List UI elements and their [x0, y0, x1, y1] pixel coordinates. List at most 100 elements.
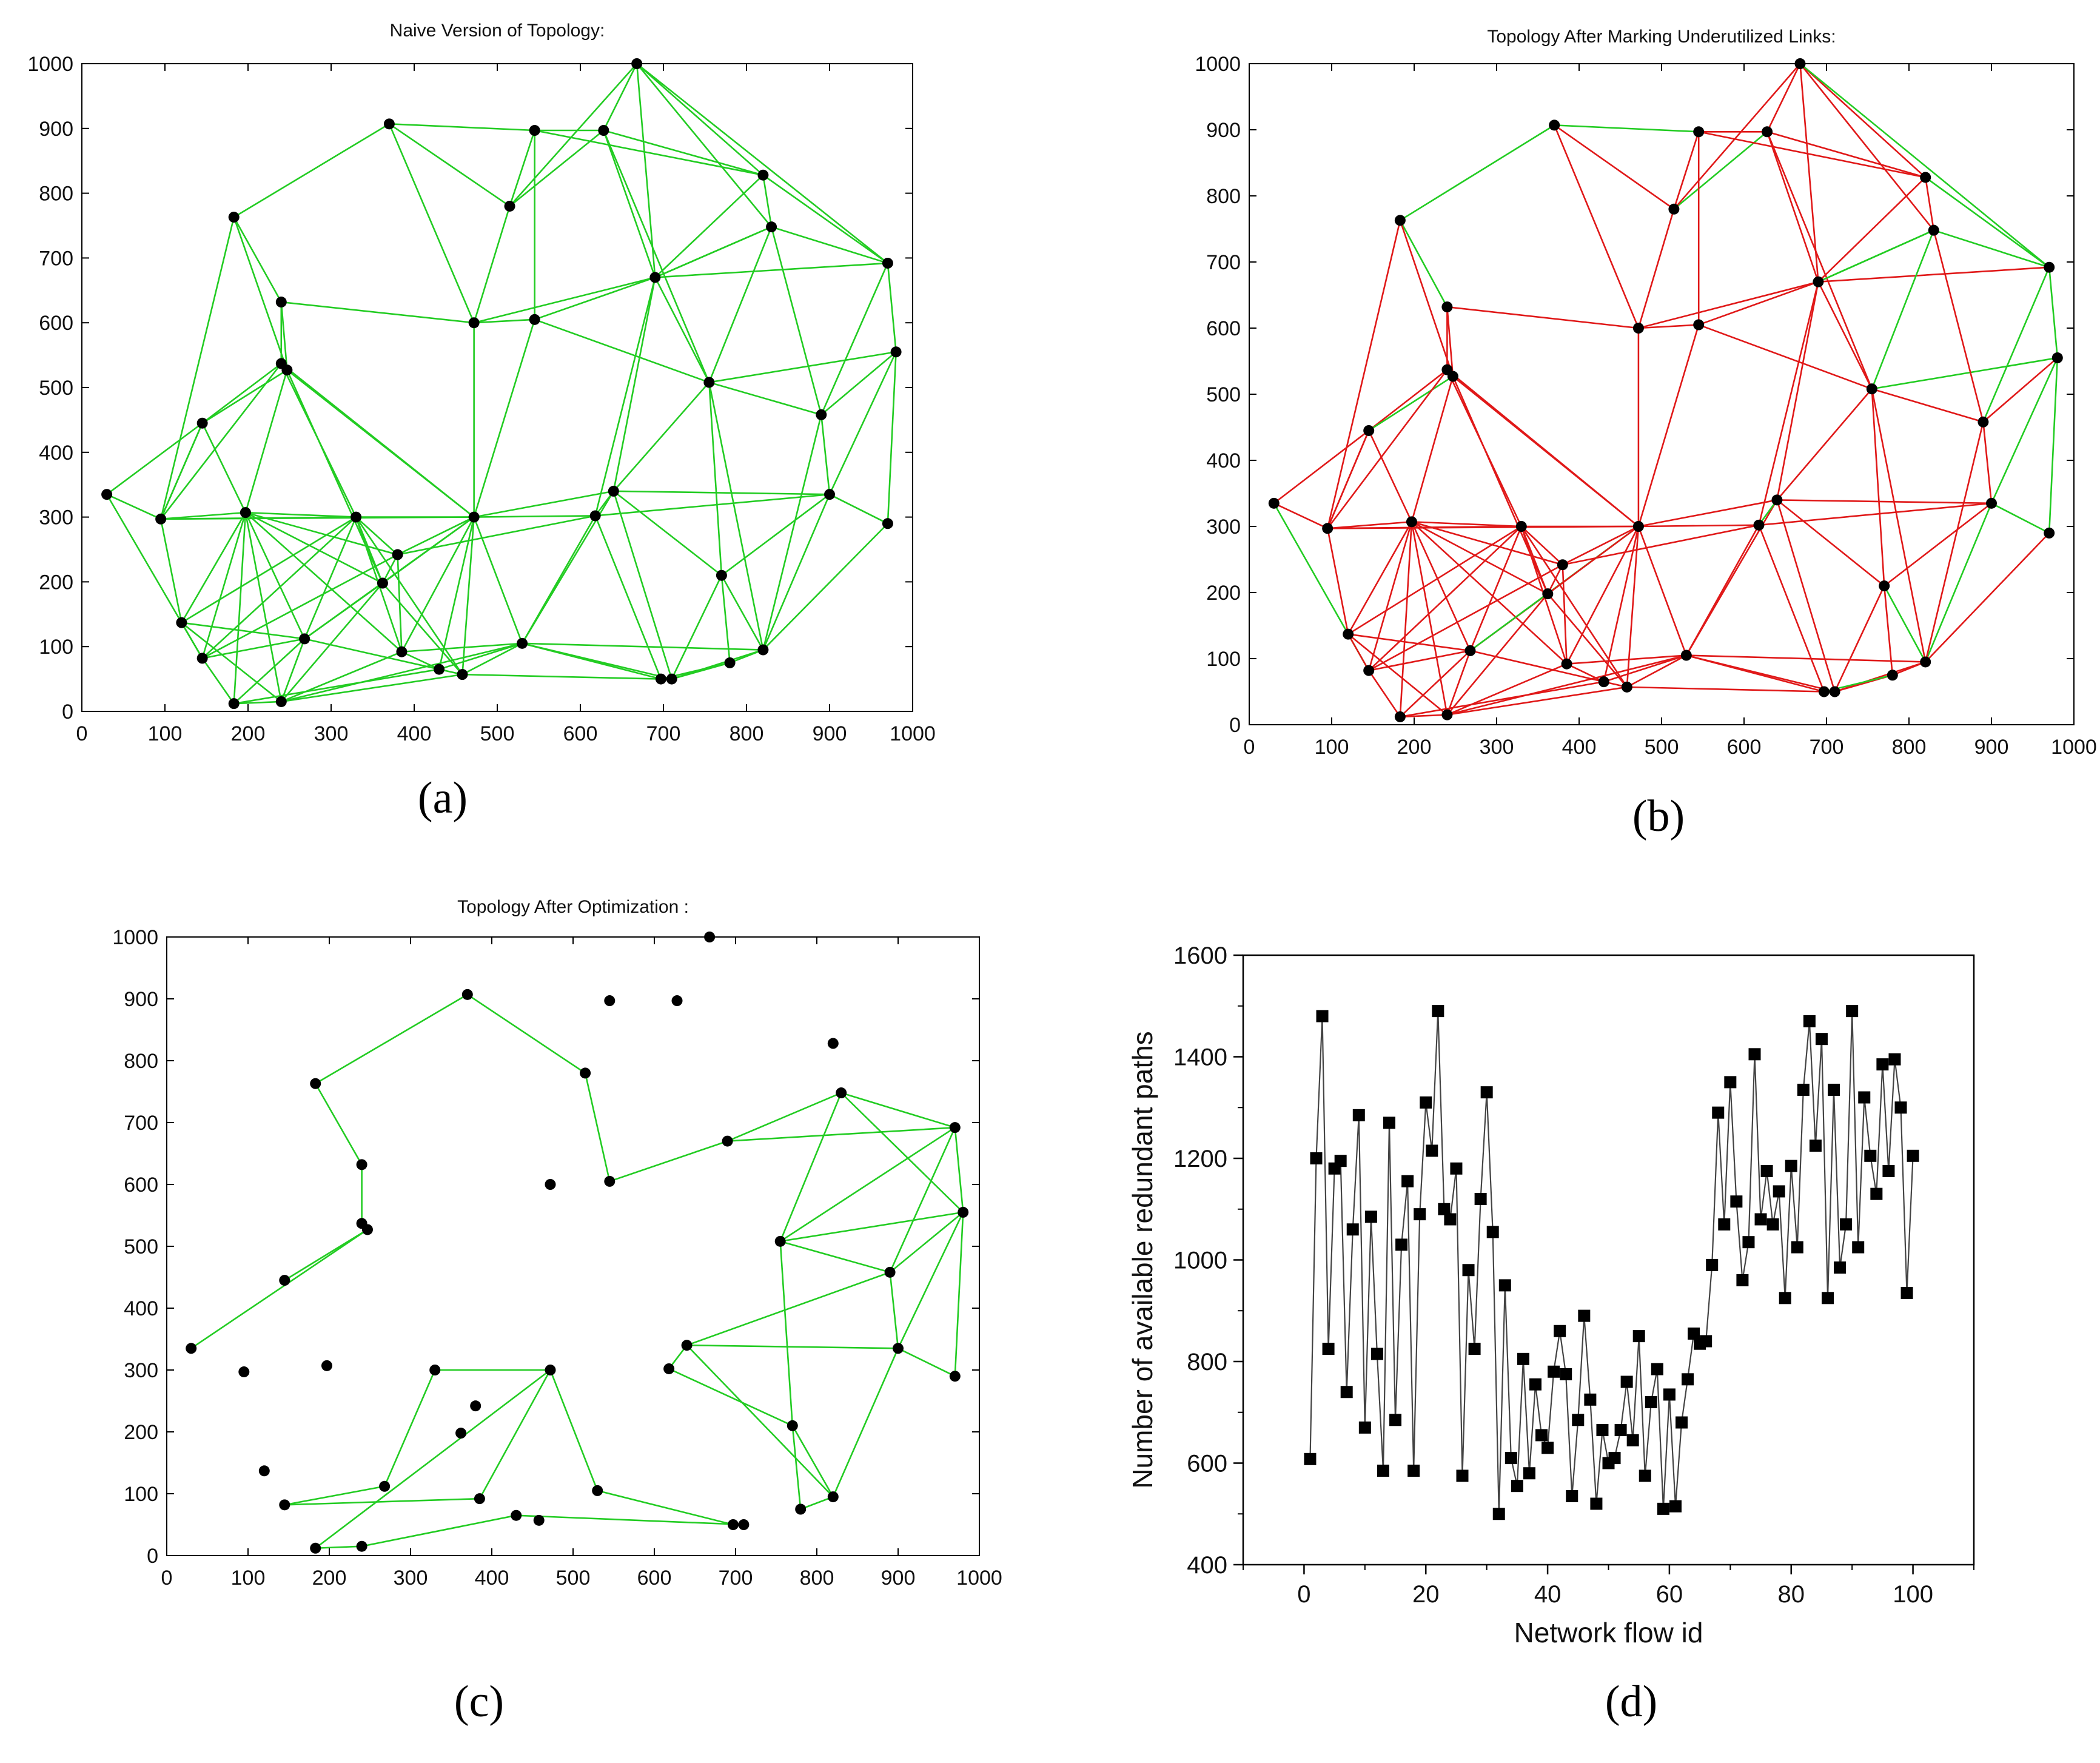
data-point: [1596, 1424, 1609, 1437]
data-point: [1651, 1363, 1663, 1375]
node-layer: [1268, 58, 2063, 722]
data-point: [1322, 1343, 1335, 1355]
node-marker: [1693, 126, 1705, 138]
link: [389, 123, 511, 207]
node-marker: [529, 125, 540, 136]
link: [636, 62, 888, 264]
link: [281, 673, 463, 703]
link: [762, 175, 773, 227]
link-underutilized: [1673, 131, 1700, 210]
y-tick-label: 500: [39, 377, 73, 400]
link-underutilized: [1766, 131, 1819, 283]
link: [671, 649, 763, 680]
link: [244, 512, 283, 702]
data-point: [1444, 1213, 1457, 1226]
node-marker: [1771, 494, 1783, 506]
y-tick-label: 1200: [1173, 1146, 1227, 1172]
node-marker: [279, 1275, 290, 1286]
data-point: [1882, 1164, 1895, 1177]
y-tick-label: 0: [1229, 714, 1241, 737]
link: [245, 511, 357, 518]
data-point: [1785, 1160, 1797, 1172]
data-point: [1620, 1375, 1633, 1388]
data-point: [1401, 1175, 1414, 1187]
link-underutilized: [1399, 220, 1454, 377]
data-point: [1548, 1365, 1560, 1378]
node-marker: [186, 1343, 197, 1354]
edge-layer: [106, 62, 897, 705]
x-tick-label: 20: [1412, 1581, 1440, 1608]
link-underutilized: [1447, 654, 1687, 716]
link-utilized: [1991, 502, 2050, 534]
link-underutilized: [1411, 521, 1548, 595]
link: [594, 277, 656, 516]
link: [201, 657, 235, 704]
link: [280, 301, 288, 371]
node-marker: [1920, 656, 1931, 668]
link: [315, 1083, 363, 1166]
node-marker: [1441, 301, 1453, 313]
data-point: [1888, 1053, 1901, 1066]
node-marker: [1557, 559, 1568, 571]
node-marker: [882, 257, 893, 269]
link-utilized: [1933, 229, 2050, 268]
panel-b: Topology After Marking Underutilized Lin…: [1195, 27, 2096, 841]
link: [159, 217, 235, 520]
y-tick-label: 1400: [1173, 1044, 1227, 1071]
node-marker: [1363, 425, 1375, 436]
plot-frame: [1242, 954, 1975, 1566]
link-underutilized: [1871, 389, 1885, 586]
x-tick-label: 0: [1297, 1581, 1310, 1608]
link: [106, 494, 161, 520]
link: [727, 1092, 842, 1142]
data-point: [1529, 1378, 1541, 1391]
data-point: [1352, 1109, 1365, 1121]
link-utilized: [1673, 131, 1768, 210]
link-underutilized: [1698, 130, 1926, 178]
node-marker: [2044, 527, 2055, 539]
link: [281, 301, 474, 324]
node-marker: [787, 1420, 798, 1431]
link: [668, 1368, 793, 1426]
node-marker: [1753, 519, 1765, 531]
node-marker: [666, 673, 677, 685]
link: [779, 1241, 794, 1426]
x-tick-label: 500: [480, 722, 515, 745]
link-utilized: [1554, 124, 1699, 133]
node-marker: [1406, 516, 1417, 528]
data-point: [1639, 1469, 1651, 1482]
link-utilized: [1399, 220, 1448, 307]
link: [708, 226, 773, 383]
link-underutilized: [1446, 593, 1549, 716]
plot-frame: [81, 63, 913, 712]
link: [438, 642, 523, 670]
data-point: [1420, 1096, 1432, 1109]
link-underutilized: [1400, 680, 1605, 718]
link: [709, 351, 896, 383]
node-marker: [1632, 521, 1644, 532]
node-marker: [722, 1135, 733, 1147]
node-marker: [766, 221, 777, 233]
node-marker: [608, 485, 619, 497]
link-underutilized: [1400, 714, 1448, 718]
link: [654, 174, 764, 278]
link: [233, 512, 247, 704]
link: [233, 638, 306, 705]
node-marker: [1268, 497, 1280, 509]
link: [889, 1211, 964, 1273]
link: [636, 63, 764, 176]
link: [106, 422, 203, 495]
y-tick-label: 200: [1206, 582, 1241, 605]
link-underutilized: [1759, 502, 1992, 526]
data-point: [1864, 1149, 1877, 1162]
link: [201, 369, 288, 424]
link: [474, 277, 656, 324]
link: [381, 582, 463, 675]
node-marker: [1829, 686, 1840, 697]
node-marker: [1549, 119, 1560, 131]
node-marker: [890, 346, 902, 358]
y-tick-label: 800: [1206, 185, 1241, 208]
node-marker: [757, 644, 769, 656]
link: [280, 638, 306, 702]
link-underutilized: [1766, 131, 1926, 178]
